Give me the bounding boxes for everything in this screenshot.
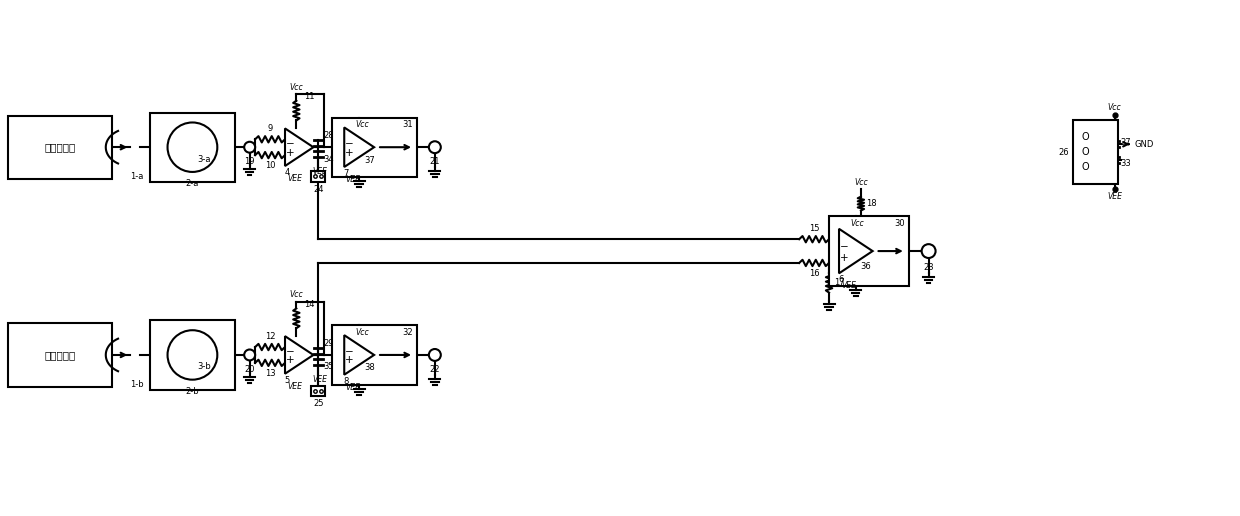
Circle shape: [244, 349, 255, 360]
Text: VEE: VEE: [346, 175, 361, 184]
Text: VEE: VEE: [842, 281, 857, 290]
Text: 4: 4: [284, 168, 290, 177]
Text: $+$: $+$: [343, 354, 353, 365]
Text: $-$: $-$: [285, 137, 294, 147]
Text: Vcc: Vcc: [854, 178, 868, 187]
Text: O: O: [1081, 147, 1089, 157]
Bar: [332, 118, 417, 177]
Circle shape: [167, 330, 217, 380]
Circle shape: [921, 244, 935, 258]
Polygon shape: [285, 336, 314, 374]
Text: O: O: [1081, 162, 1089, 172]
Bar: [332, 325, 417, 384]
Text: 28: 28: [324, 131, 334, 140]
Text: 25: 25: [314, 399, 324, 409]
Text: Vcc: Vcc: [289, 289, 304, 299]
Text: 33: 33: [1121, 158, 1131, 168]
Text: 6: 6: [838, 276, 843, 284]
Text: 37: 37: [365, 155, 374, 165]
Circle shape: [429, 349, 440, 361]
Text: $-$: $-$: [343, 137, 353, 147]
Circle shape: [244, 142, 255, 153]
Text: 30: 30: [894, 219, 905, 229]
Polygon shape: [839, 229, 873, 273]
Text: 36: 36: [861, 262, 872, 271]
Text: 10: 10: [265, 161, 275, 170]
Text: VEE: VEE: [346, 383, 361, 392]
Text: 5: 5: [284, 376, 290, 385]
Circle shape: [429, 141, 440, 153]
Text: 14: 14: [304, 300, 315, 309]
Text: 24: 24: [314, 185, 324, 194]
Text: 31: 31: [402, 121, 413, 130]
Polygon shape: [345, 127, 374, 167]
Text: 32: 32: [402, 328, 413, 337]
Text: 15: 15: [808, 224, 820, 233]
Text: 1-b: 1-b: [130, 380, 144, 389]
Bar: [1073, 120, 1117, 184]
Text: Vcc: Vcc: [851, 219, 864, 229]
Text: $-$: $-$: [839, 240, 849, 250]
Text: 35: 35: [324, 362, 334, 372]
Bar: [7, 324, 113, 386]
Text: 27: 27: [1121, 138, 1131, 147]
Text: 2-b: 2-b: [186, 386, 200, 396]
Text: $+$: $+$: [285, 354, 294, 365]
Text: O: O: [1081, 132, 1089, 142]
Bar: [311, 385, 325, 396]
Text: Vcc: Vcc: [355, 328, 368, 337]
Bar: [150, 320, 234, 390]
Text: 20: 20: [244, 365, 255, 374]
Text: VEE: VEE: [288, 382, 303, 391]
Text: 34: 34: [324, 155, 334, 164]
Text: $+$: $+$: [285, 147, 294, 158]
Text: 18: 18: [866, 199, 877, 208]
Text: 26: 26: [1059, 148, 1069, 157]
Text: 13: 13: [265, 369, 275, 378]
Text: 2-a: 2-a: [186, 179, 200, 188]
Text: 外围激光器: 外围激光器: [45, 142, 76, 152]
Text: 17: 17: [835, 278, 844, 287]
Text: Vcc: Vcc: [1107, 103, 1122, 112]
Text: 21: 21: [429, 157, 440, 166]
Text: $-$: $-$: [343, 345, 353, 355]
Text: 11: 11: [304, 92, 315, 101]
Text: 29: 29: [324, 338, 334, 348]
Text: 9: 9: [268, 124, 273, 133]
Text: 16: 16: [808, 269, 820, 278]
Text: 7: 7: [343, 169, 348, 178]
Text: VEE: VEE: [312, 375, 327, 384]
Text: Vcc: Vcc: [289, 83, 304, 92]
Text: 12: 12: [265, 332, 275, 341]
Text: Vcc: Vcc: [355, 121, 368, 130]
Polygon shape: [285, 128, 314, 166]
Text: 1-a: 1-a: [130, 172, 144, 181]
Text: 3-b: 3-b: [197, 362, 211, 372]
Text: $-$: $-$: [285, 345, 294, 355]
Text: 22: 22: [429, 365, 440, 374]
Text: VEE: VEE: [288, 174, 303, 183]
Bar: [150, 112, 234, 182]
Text: 23: 23: [924, 263, 934, 272]
Text: 8: 8: [343, 377, 348, 385]
Text: VEE: VEE: [312, 167, 327, 176]
Text: 19: 19: [244, 157, 255, 166]
Text: 3-a: 3-a: [197, 155, 211, 164]
Text: $+$: $+$: [343, 147, 353, 158]
Bar: [830, 216, 909, 286]
Text: 38: 38: [365, 363, 374, 373]
Bar: [311, 171, 325, 182]
Text: GND: GND: [1135, 140, 1154, 149]
Text: $+$: $+$: [839, 251, 849, 263]
Circle shape: [167, 122, 217, 172]
Text: VEE: VEE: [1107, 192, 1122, 201]
Text: 外围激光器: 外围激光器: [45, 350, 76, 360]
Polygon shape: [345, 335, 374, 375]
Bar: [7, 116, 113, 179]
